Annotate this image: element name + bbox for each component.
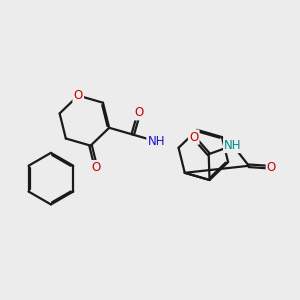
Text: O: O [189, 130, 198, 144]
Text: O: O [74, 89, 83, 102]
Text: O: O [134, 106, 144, 119]
Text: O: O [267, 161, 276, 174]
Text: NH: NH [148, 135, 165, 148]
Text: O: O [92, 161, 101, 174]
Text: NH: NH [224, 139, 242, 152]
